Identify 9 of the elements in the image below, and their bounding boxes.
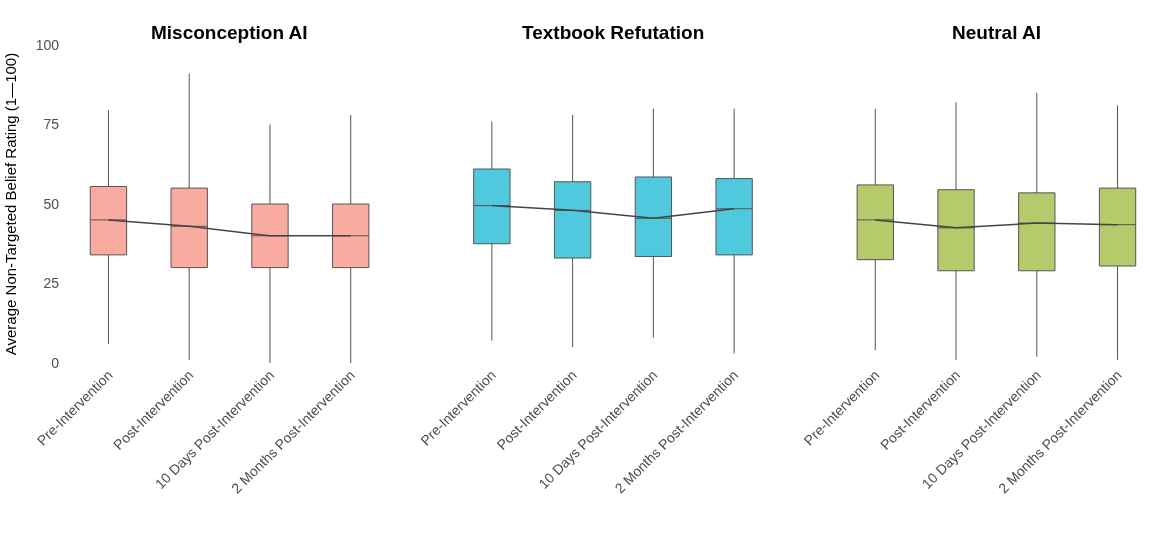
chart-title: Neutral AI bbox=[952, 22, 1042, 43]
y-tick-label: 25 bbox=[43, 275, 60, 292]
y-tick-label: 100 bbox=[35, 36, 60, 53]
y-tick-label: 0 bbox=[51, 354, 60, 371]
chart-title: Textbook Refutation bbox=[522, 22, 705, 43]
y-tick-label: 75 bbox=[43, 116, 60, 133]
chart-title: Misconception AI bbox=[151, 22, 308, 43]
y-axis-title: Average Non-Targeted Belief Rating (1—100) bbox=[1, 52, 19, 356]
y-tick-label: 50 bbox=[43, 195, 60, 212]
